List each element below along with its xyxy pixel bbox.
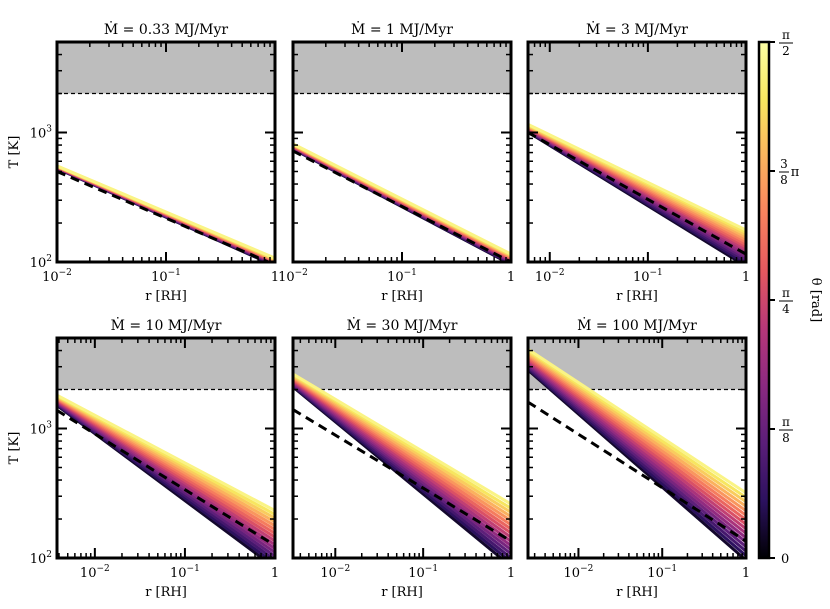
reference-dashed-line (528, 400, 746, 543)
shaded-region (57, 338, 275, 390)
profile-line (528, 352, 746, 508)
x-axis-label: r [RH] (145, 585, 187, 600)
x-axis-label: r [RH] (381, 289, 423, 304)
axes-frame (526, 336, 748, 560)
colorbar-label: θ [rad] (808, 278, 823, 322)
panel-2: 10−2 10−1 1 Ṁ = 1 MJ/Myr r [RH] (278, 20, 515, 304)
x-tick-label: 1 (271, 566, 279, 581)
panel-4: 10−2 10−1 1 102 103 Ṁ = 10 MJ/Myr r [RH] T [K] (7, 316, 279, 600)
plot-area (528, 338, 746, 558)
axes-frame (55, 336, 277, 560)
reference-dashed-line (293, 149, 511, 262)
colorbar-tick-label: 8 (780, 173, 788, 187)
reference-dashed-line (528, 131, 746, 256)
shaded-region (293, 338, 511, 390)
plot-area (293, 42, 511, 262)
profile-line (528, 357, 746, 526)
colorbar-tick-label: π (791, 165, 800, 180)
x-tick-label: 10−2 (535, 268, 565, 285)
x-axis-label: r [RH] (145, 289, 187, 304)
panel-title: Ṁ = 0.33 MJ/Myr (104, 20, 228, 38)
x-tick-label: 10−1 (647, 564, 677, 581)
profile-line (57, 393, 275, 513)
profile-line (528, 353, 746, 513)
profile-line (528, 358, 746, 531)
colorbar-tick-label: π (782, 286, 790, 300)
x-tick-label: 10−1 (170, 564, 200, 581)
plot-area (57, 42, 275, 262)
colorbar-tick-label: 4 (782, 302, 790, 316)
profile-line (528, 356, 746, 522)
profile-line (528, 360, 746, 535)
axes-frame (526, 40, 748, 264)
axes-frame (291, 40, 513, 264)
axes-frame (291, 336, 513, 560)
x-tick-label: 10−2 (564, 564, 594, 581)
profile-line (293, 372, 511, 506)
colorbar-tick-label: 3 (780, 157, 788, 171)
x-tick-label: 1 (742, 566, 750, 581)
x-tick-label: 10−1 (633, 268, 663, 285)
reference-dashed-line (57, 409, 275, 547)
x-tick-label: 1 (507, 270, 515, 285)
x-tick-label: 10−1 (408, 564, 438, 581)
reference-dashed-line (293, 408, 511, 543)
profile-line (528, 347, 746, 495)
x-tick-label: 10−2 (278, 268, 308, 285)
profile-line (293, 142, 511, 256)
minor-ticks (528, 338, 746, 558)
colorbar-tick-label: 2 (782, 44, 790, 58)
x-tick-label: 1 (742, 270, 750, 285)
panel-title: Ṁ = 100 MJ/Myr (577, 316, 697, 334)
axes-frame (55, 40, 277, 264)
y-tick-label: 103 (30, 421, 53, 438)
panel-6: 10−2 10−1 1 Ṁ = 100 MJ/Myr r [RH] (526, 316, 750, 600)
x-tick-label: 10−1 (387, 268, 417, 285)
profile-line (528, 349, 746, 499)
profile-line (528, 350, 746, 504)
panel-title: Ṁ = 30 MJ/Myr (347, 316, 458, 334)
x-tick-label: 10−2 (320, 564, 350, 581)
plot-area (528, 42, 746, 262)
x-axis-label: r [RH] (616, 585, 658, 600)
y-tick-label: 103 (30, 125, 53, 142)
x-tick-label: 10−2 (80, 564, 110, 581)
profile-line (528, 122, 746, 232)
colorbar-tick-label: 8 (782, 431, 790, 445)
x-tick-label: 10−2 (42, 268, 72, 285)
x-axis-label: r [RH] (381, 585, 423, 600)
colorbar-tick-label: 0 (781, 552, 789, 567)
panel-5: 10−2 10−1 1 Ṁ = 30 MJ/Myr r [RH] (291, 316, 515, 600)
colorbar-tick-label: π (782, 28, 790, 42)
plot-area (57, 338, 275, 558)
profile-line (57, 164, 275, 260)
panel-title: Ṁ = 3 MJ/Myr (586, 20, 688, 38)
colorbar-bar (759, 42, 769, 558)
x-axis-label: r [RH] (616, 289, 658, 304)
y-tick-label: 102 (30, 550, 52, 567)
colorbar-tick-label: π (782, 415, 790, 429)
x-tick-label: 1 (507, 566, 515, 581)
x-tick-label: 10−1 (151, 268, 181, 285)
panel-1: 10−2 10−1 1 102 103 Ṁ = 0.33 MJ/Myr r [RH] T [K… (7, 20, 279, 304)
panel-3: 10−2 10−1 1 Ṁ = 3 MJ/Myr r [RH] (526, 20, 750, 304)
y-axis-label: T [K] (7, 432, 22, 465)
shaded-region (528, 42, 746, 94)
x-tick-label: 1 (271, 270, 279, 285)
plot-area (293, 338, 511, 558)
panel-title: Ṁ = 10 MJ/Myr (111, 316, 222, 334)
y-tick-label: 102 (30, 254, 52, 271)
reference-dashed-line (57, 170, 273, 262)
panel-title: Ṁ = 1 MJ/Myr (351, 20, 453, 38)
y-axis-label: T [K] (7, 136, 22, 169)
